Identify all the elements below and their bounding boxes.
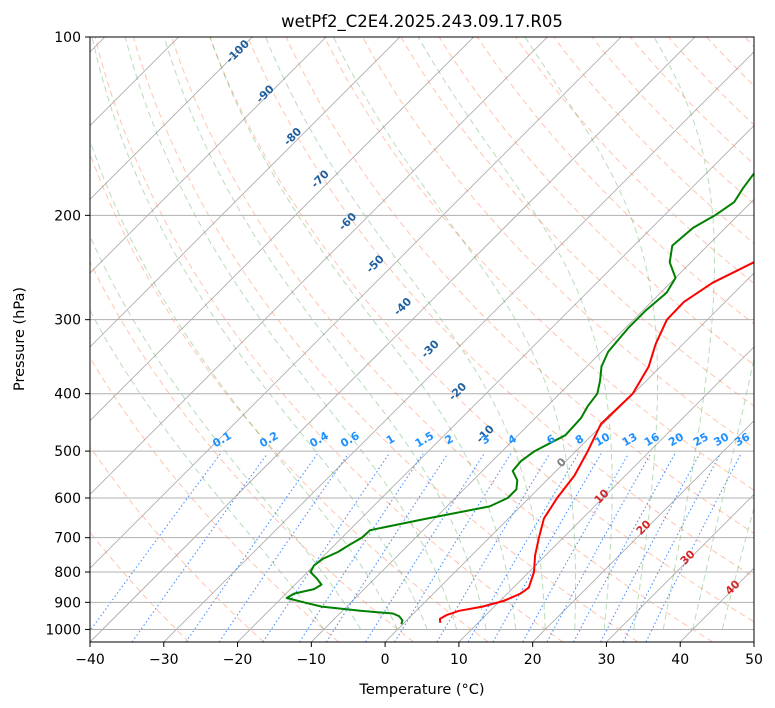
- y-tick-label: 700: [54, 531, 81, 547]
- x-axis-label: Temperature (°C): [358, 682, 484, 698]
- dry-adiabat-line: [362, 37, 754, 449]
- dry-adiabat-line: [629, 37, 754, 165]
- isotherm-line: [606, 493, 754, 642]
- moist-adiabat-line: [721, 505, 754, 630]
- mixing-ratio-line: [394, 453, 512, 642]
- dry-adiabat-line: [438, 37, 754, 366]
- x-tick-label: 0: [381, 652, 390, 668]
- y-tick-label: 400: [54, 387, 81, 403]
- dry-adiabat-line: [323, 37, 754, 491]
- y-tick-label: 200: [54, 208, 81, 224]
- moist-adiabat-line: [124, 37, 458, 630]
- isotherm-line: [311, 198, 754, 642]
- x-axis: −40 −30 −20 −10 0 10 20 30 40 50: [75, 642, 763, 668]
- isotherm-line: [384, 272, 754, 642]
- x-tick-label: −40: [75, 652, 105, 668]
- moist-adiabat-line: [91, 37, 428, 630]
- y-tick-label: 800: [54, 565, 81, 581]
- mixing-ratio-line: [262, 453, 390, 642]
- dry-adiabat-line: [209, 37, 754, 623]
- moist-adiabat-line: [90, 235, 362, 630]
- mixing-ratio-line: [436, 453, 551, 642]
- mixing-ratio-line: [600, 453, 701, 642]
- mixing-ratio-line: [365, 453, 485, 642]
- y-tick-label: 100: [54, 30, 81, 46]
- dry-adiabat-line: [553, 37, 754, 245]
- y-tick-label: 1000: [45, 622, 81, 638]
- isotherm-line: [237, 125, 754, 642]
- moist-adiabat-line: [417, 37, 613, 630]
- isotherm-line: [90, 37, 327, 274]
- mixing-ratio-line: [325, 453, 449, 642]
- isotherm-line: [90, 37, 474, 422]
- x-tick-label: 30: [598, 652, 616, 668]
- x-tick-label: −10: [297, 652, 327, 668]
- y-tick-label: 600: [54, 491, 81, 507]
- isotherm-line: [90, 37, 622, 569]
- mixing-ratio-line: [622, 453, 721, 642]
- isotherm-line: [90, 37, 253, 200]
- moist-adiabat-line: [265, 37, 546, 630]
- mixing-ratio-line: [299, 453, 424, 642]
- dry-adiabat-line: [247, 37, 754, 578]
- plot-frame: [89, 36, 755, 643]
- dry-adiabat-line: [94, 37, 564, 642]
- dry-adiabat-line: [400, 37, 754, 407]
- background-lines: [90, 37, 754, 642]
- isotherm-line: [163, 51, 754, 642]
- isotherm-line: [532, 420, 754, 642]
- mixing-ratio-line: [492, 453, 602, 642]
- mixing-ratio-line: [90, 453, 221, 632]
- data-series: [285, 172, 754, 625]
- x-tick-label: 50: [745, 652, 763, 668]
- moist-adiabat-line: [90, 309, 325, 630]
- y-tick-label: 900: [54, 595, 81, 611]
- isotherm-line: [458, 346, 754, 642]
- x-tick-label: 20: [524, 652, 542, 668]
- temperature-profile-line: [438, 261, 754, 623]
- y-tick-label: 500: [54, 444, 81, 460]
- chart-title: wetPf2_C2E4.2025.243.09.17.R05: [281, 12, 563, 32]
- mixing-ratio-line: [467, 453, 579, 642]
- dry-adiabat-line: [515, 37, 754, 285]
- isotherm-line: [90, 37, 548, 495]
- pressure-gridlines: [90, 37, 754, 630]
- x-tick-label: −30: [149, 652, 179, 668]
- dry-adiabat-line: [90, 260, 414, 642]
- y-tick-label: 300: [54, 313, 81, 329]
- dry-adiabat-line: [132, 37, 639, 642]
- dewpoint-profile-line: [285, 172, 754, 625]
- isotherm-line: [90, 37, 401, 348]
- x-tick-label: 40: [671, 652, 689, 668]
- x-tick-label: 10: [450, 652, 468, 668]
- moist-adiabat-line: [653, 37, 715, 630]
- moist-adiabat-line: [524, 37, 659, 630]
- y-axis: 100 200 300 400 500 600 700 800 900 1000: [45, 30, 90, 638]
- mixing-ratio-line: [645, 453, 742, 642]
- isotherm-line: [90, 37, 696, 642]
- moist-adiabat-line: [209, 37, 517, 630]
- y-axis-label: Pressure (hPa): [12, 287, 28, 391]
- dry-adiabat-line: [90, 446, 265, 642]
- x-tick-label: −20: [223, 652, 253, 668]
- mixing-ratio-line: [131, 453, 268, 642]
- moist-adiabat-line: [692, 356, 754, 630]
- moist-adiabat-line: [163, 37, 487, 630]
